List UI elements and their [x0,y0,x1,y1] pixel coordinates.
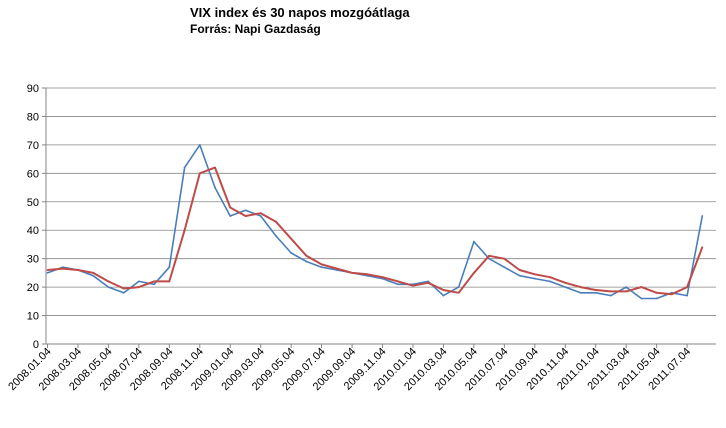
y-tick-label: 80 [27,111,39,123]
vix-point [457,286,460,289]
vix-point [168,266,171,269]
moving-average-point [381,276,384,279]
vix-point [594,291,597,294]
moving-average-point [183,229,186,232]
vix-point [122,291,125,294]
vix-point [488,257,491,260]
moving-average-point [335,267,338,270]
moving-average-point [412,284,414,287]
vix-point [320,266,323,269]
vix-point [518,274,521,277]
moving-average-point [107,280,110,283]
moving-average-point [366,273,369,276]
vix-point [396,283,399,286]
moving-average-point [610,290,612,293]
vix-point [610,294,612,297]
moving-average-point [640,286,643,289]
moving-average-point [46,269,49,271]
moving-average-point [244,215,247,217]
vix-point [625,286,628,289]
moving-average-point [549,276,551,279]
moving-average-point [686,286,688,289]
moving-average-point [655,291,658,294]
series-line-moving-average [47,166,704,296]
moving-average-point [198,172,201,175]
moving-average-point [670,293,673,296]
y-tick-label: 50 [27,197,39,209]
moving-average-point [579,286,582,289]
vix-point [655,297,658,300]
vix-point [290,252,293,254]
moving-average-point [488,254,491,257]
vix-point [214,186,216,189]
moving-average-point [153,280,156,283]
moving-average-point [122,287,125,290]
moving-average-point [259,212,262,215]
moving-average-point [427,281,430,284]
vix-point [503,266,506,269]
vix-point [46,271,49,274]
vix-point [549,280,551,283]
moving-average-point [290,237,293,240]
vix-point [564,286,567,289]
moving-average-point [518,269,521,271]
moving-average-point [77,269,79,271]
vix-point [107,286,110,289]
y-tick-label: 90 [27,83,39,95]
moving-average-point [594,289,597,291]
moving-average-point [320,263,323,266]
moving-average-point [533,273,536,276]
y-tick-label: 30 [27,254,39,266]
y-tick-label: 0 [33,339,39,351]
vix-point [229,215,232,217]
vix-point [275,235,277,237]
moving-average-point [61,267,64,270]
moving-average-point [503,257,506,260]
vix-point [153,283,156,286]
moving-average-point [472,271,475,274]
vix-point [579,291,582,294]
y-tick-label: 60 [27,168,39,180]
moving-average-point [564,281,567,284]
chart-title: VIX index és 30 napos mozgóátlaga [190,5,410,20]
moving-average-point [442,289,445,291]
y-tick-label: 10 [27,311,39,323]
y-tick-label: 70 [27,140,39,152]
vix-point [472,240,475,243]
vix-point [137,280,140,283]
vix-point [686,294,688,297]
label-layer: 01020304050607080902008.01.042008.03.042… [6,83,693,393]
moving-average-point [305,254,308,257]
moving-average-point [214,166,216,169]
vix-point [640,297,643,300]
grid-layer [46,87,716,316]
moving-average-point [625,290,628,293]
y-tick-label: 20 [27,282,39,294]
chart-subtitle: Forrás: Napi Gazdaság [190,22,321,36]
vix-point [533,277,536,280]
vix-point [198,143,201,146]
vix-point [244,209,247,212]
vix-point [305,260,308,263]
moving-average-point [275,220,277,223]
series-layer [46,143,704,300]
moving-average-point [396,280,399,283]
axis-layer [42,87,716,348]
vix-point [442,294,445,297]
moving-average-point [457,291,460,294]
moving-average-point [229,206,232,209]
moving-average-point [92,271,95,274]
moving-average-point [168,280,171,283]
vix-point [701,215,704,217]
y-tick-label: 40 [27,225,39,237]
moving-average-point [351,271,353,274]
moving-average-point [701,246,704,249]
vix-point [92,274,95,277]
vix-point [183,166,186,169]
vix-point [259,215,262,217]
moving-average-point [137,286,140,289]
title-block: VIX index és 30 napos mozgóátlaga Forrás… [190,4,410,37]
